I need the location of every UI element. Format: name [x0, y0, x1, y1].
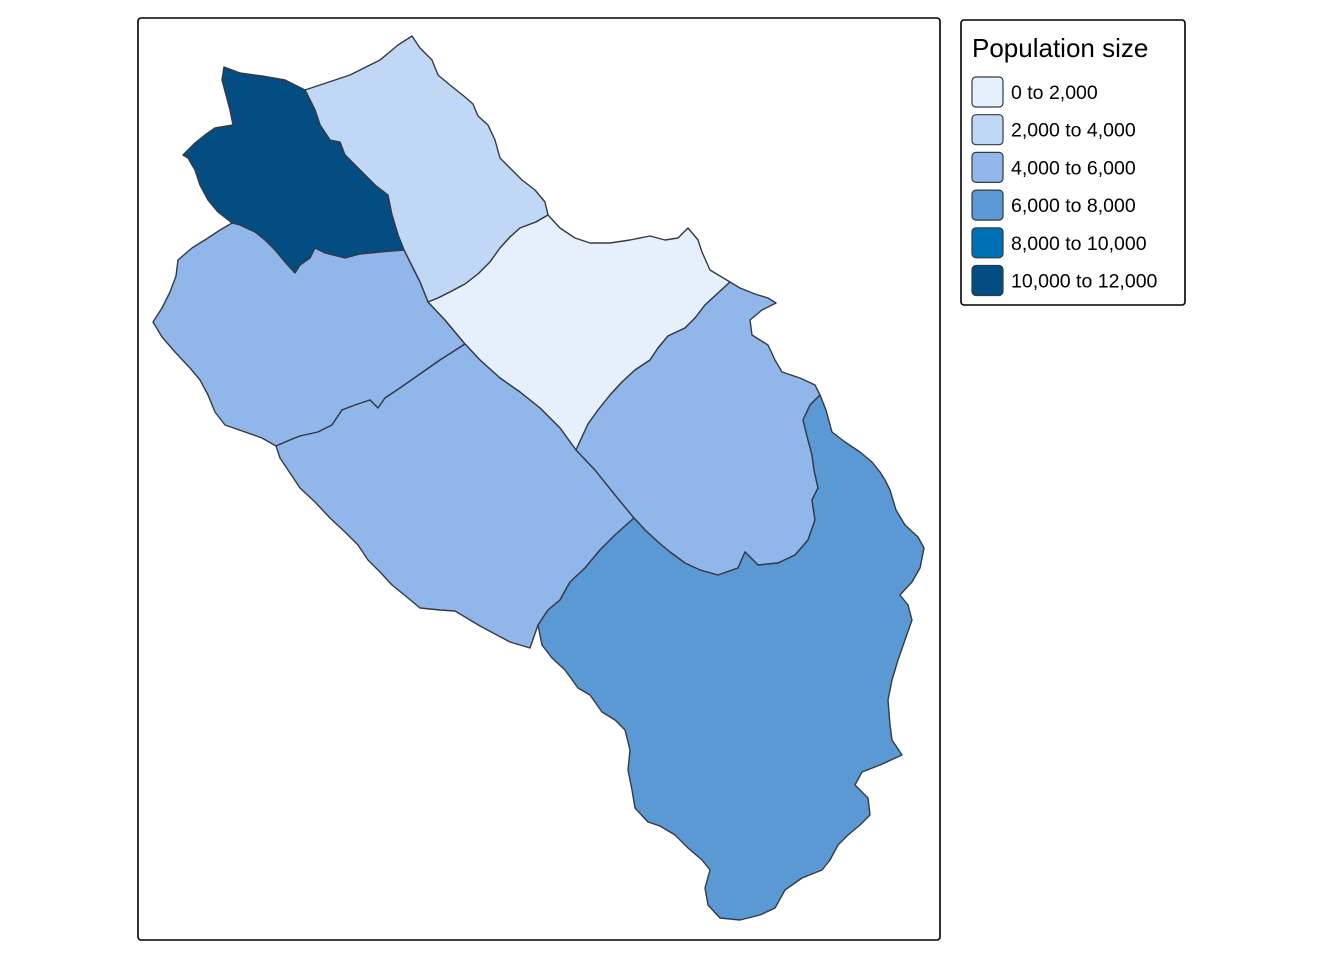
map-regions — [152, 35, 925, 921]
legend-label: 10,000 to 12,000 — [1011, 271, 1158, 293]
legend-swatch — [971, 264, 1004, 297]
legend-label: 0 to 2,000 — [1011, 82, 1098, 104]
legend-swatch — [971, 114, 1004, 146]
legend-label: 6,000 to 8,000 — [1011, 195, 1136, 217]
legend-frame — [960, 19, 1186, 306]
region-south[interactable] — [537, 394, 925, 921]
legend-swatch — [971, 76, 1004, 108]
legend-title: Population size — [972, 33, 1148, 63]
legend-swatch — [971, 189, 1004, 221]
legend-label: 4,000 to 6,000 — [1011, 157, 1136, 179]
legend-swatch — [971, 227, 1004, 259]
legend-swatch — [971, 151, 1004, 183]
legend-label: 2,000 to 4,000 — [1011, 120, 1136, 142]
legend-label: 8,000 to 10,000 — [1011, 233, 1147, 255]
legend-items: 0 to 2,000 2,000 to 4,000 4,000 to 6,000 6,… — [971, 76, 1158, 297]
legend: Population size 0 to 2,000 2,000 to 4,000… — [960, 19, 1186, 306]
